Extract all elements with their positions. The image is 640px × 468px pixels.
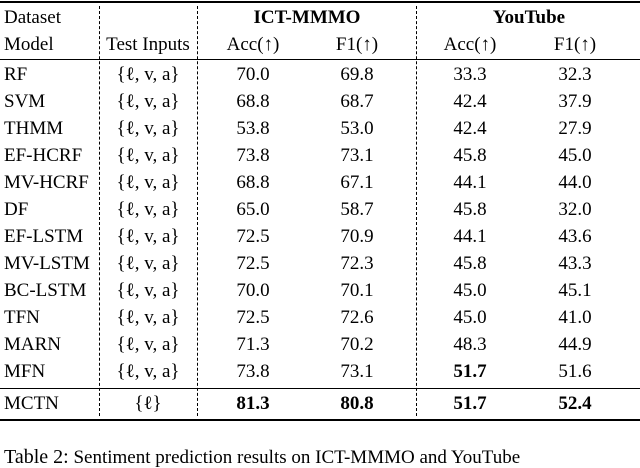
yt-acc-cell: 42.4 xyxy=(453,91,487,112)
ict-f1-cell: 69.8 xyxy=(340,64,374,85)
ict-acc-cell: 70.0 xyxy=(236,64,270,85)
inputs-cell: {ℓ, v, a} xyxy=(116,280,180,301)
model-cell: MV-HCRF xyxy=(4,172,89,193)
ict-acc-cell: 73.8 xyxy=(236,361,270,382)
yt-acc-cell: 44.1 xyxy=(453,226,487,247)
ict-acc-cell: 68.8 xyxy=(236,91,270,112)
yt-acc-cell: 48.3 xyxy=(453,334,487,355)
ict-mmmo-group-header: ICT-MMMO xyxy=(253,7,361,28)
dashed-separator-3 xyxy=(416,6,417,416)
model-cell: MARN xyxy=(4,334,62,355)
yt-f1-cell: 52.4 xyxy=(558,393,592,414)
ict-f1-cell: 67.1 xyxy=(340,172,374,193)
yt-f1-cell: 43.6 xyxy=(558,226,592,247)
top-rule xyxy=(0,1,640,3)
model-cell: SVM xyxy=(4,91,46,112)
ict-acc-cell: 72.5 xyxy=(236,226,270,247)
yt-acc-cell: 45.8 xyxy=(453,199,487,220)
yt-acc-cell: 51.7 xyxy=(453,393,487,414)
inputs-cell: {ℓ, v, a} xyxy=(116,172,180,193)
yt-f1-cell: 32.3 xyxy=(558,64,592,85)
ict-f1-cell: 70.1 xyxy=(340,280,374,301)
ict-f1-cell: 58.7 xyxy=(340,199,374,220)
yt-acc-cell: 45.8 xyxy=(453,253,487,274)
ict-acc-cell: 65.0 xyxy=(236,199,270,220)
yt-acc-cell: 45.8 xyxy=(453,145,487,166)
mctn-separator-rule xyxy=(0,388,640,389)
model-cell: EF-HCRF xyxy=(4,145,83,166)
yt-f1-cell: 41.0 xyxy=(558,307,592,328)
ict-acc-cell: 68.8 xyxy=(236,172,270,193)
test-inputs-label: Test Inputs xyxy=(106,34,190,55)
yt-acc-header: Acc(↑) xyxy=(443,34,497,55)
ict-acc-cell: 70.0 xyxy=(236,280,270,301)
ict-acc-cell: 81.3 xyxy=(236,393,270,414)
yt-f1-cell: 45.0 xyxy=(558,145,592,166)
inputs-cell: {ℓ, v, a} xyxy=(116,118,180,139)
yt-f1-cell: 44.9 xyxy=(558,334,592,355)
yt-f1-cell: 51.6 xyxy=(558,361,592,382)
model-cell: THMM xyxy=(4,118,64,139)
inputs-cell: {ℓ, v, a} xyxy=(116,226,180,247)
results-table: Dataset ICT-MMMO YouTube Model Test Inpu… xyxy=(0,1,640,421)
yt-f1-cell: 45.1 xyxy=(558,280,592,301)
yt-acc-cell: 51.7 xyxy=(453,361,487,382)
caption-text: Sentiment prediction results on ICT-MMMO… xyxy=(73,447,521,468)
ict-f1-cell: 68.7 xyxy=(340,91,374,112)
model-cell: DF xyxy=(4,199,29,220)
inputs-cell: {ℓ, v, a} xyxy=(116,334,180,355)
yt-f1-header: F1(↑) xyxy=(553,34,597,55)
model-cell: BC-LSTM xyxy=(4,280,87,301)
inputs-cell: {ℓ, v, a} xyxy=(116,307,180,328)
yt-f1-cell: 27.9 xyxy=(558,118,592,139)
ict-acc-cell: 53.8 xyxy=(236,118,270,139)
inputs-cell: {ℓ, v, a} xyxy=(116,145,180,166)
ict-f1-cell: 70.2 xyxy=(340,334,374,355)
ict-acc-cell: 72.5 xyxy=(236,253,270,274)
yt-acc-cell: 45.0 xyxy=(453,280,487,301)
header-rule xyxy=(0,59,640,60)
inputs-cell: {ℓ, v, a} xyxy=(116,361,180,382)
table-caption: Table 2: Sentiment prediction results on… xyxy=(4,447,520,468)
dataset-label: Dataset xyxy=(4,7,61,28)
model-cell: RF xyxy=(4,64,28,85)
yt-f1-cell: 43.3 xyxy=(558,253,592,274)
caption-head: Table 2: xyxy=(4,446,69,468)
model-cell: MCTN xyxy=(4,393,59,414)
ict-f1-cell: 70.9 xyxy=(340,226,374,247)
inputs-cell: {ℓ, v, a} xyxy=(116,253,180,274)
ict-acc-header: Acc(↑) xyxy=(226,34,280,55)
dashed-separator-2 xyxy=(197,6,198,416)
yt-acc-cell: 33.3 xyxy=(453,64,487,85)
model-cell: MV-LSTM xyxy=(4,253,90,274)
model-label: Model xyxy=(4,34,54,55)
model-cell: MFN xyxy=(4,361,46,382)
inputs-cell: {ℓ, v, a} xyxy=(116,91,180,112)
inputs-cell: {ℓ, v, a} xyxy=(116,199,180,220)
ict-f1-cell: 72.6 xyxy=(340,307,374,328)
ict-acc-cell: 71.3 xyxy=(236,334,270,355)
yt-acc-cell: 42.4 xyxy=(453,118,487,139)
inputs-cell: {ℓ} xyxy=(134,393,162,414)
ict-f1-header: F1(↑) xyxy=(335,34,379,55)
inputs-cell: {ℓ, v, a} xyxy=(116,64,180,85)
ict-f1-cell: 73.1 xyxy=(340,361,374,382)
dashed-separator-1 xyxy=(99,6,100,416)
yt-acc-cell: 45.0 xyxy=(453,307,487,328)
yt-f1-cell: 44.0 xyxy=(558,172,592,193)
model-cell: TFN xyxy=(4,307,40,328)
ict-f1-cell: 72.3 xyxy=(340,253,374,274)
model-cell: EF-LSTM xyxy=(4,226,84,247)
ict-f1-cell: 53.0 xyxy=(340,118,374,139)
ict-f1-cell: 73.1 xyxy=(340,145,374,166)
youtube-group-header: YouTube xyxy=(492,7,566,28)
ict-f1-cell: 80.8 xyxy=(340,393,374,414)
yt-acc-cell: 44.1 xyxy=(453,172,487,193)
ict-acc-cell: 73.8 xyxy=(236,145,270,166)
yt-f1-cell: 32.0 xyxy=(558,199,592,220)
yt-f1-cell: 37.9 xyxy=(558,91,592,112)
ict-acc-cell: 72.5 xyxy=(236,307,270,328)
bottom-rule xyxy=(0,419,640,421)
